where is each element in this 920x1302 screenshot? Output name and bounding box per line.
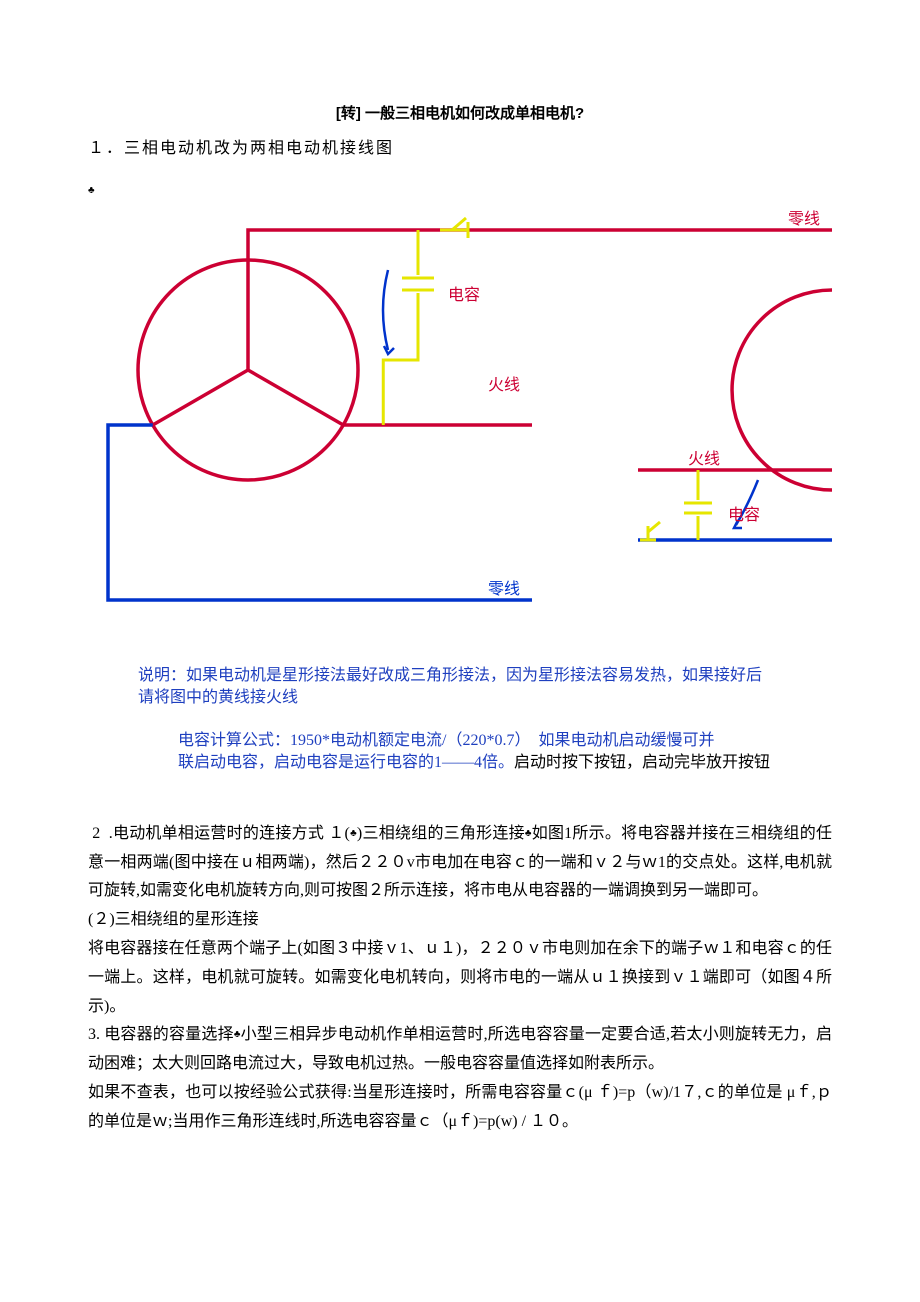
section-1-heading: １．三相电动机改为两相电动机接线图 — [88, 135, 832, 164]
svg-text:电容: 电容 — [448, 286, 480, 304]
p2a-end: )三相绕组的三角形连接 — [357, 825, 525, 842]
p3-head: 3. 电容器的容量选择 — [88, 1026, 234, 1043]
glyph-inline-2: ♣ — [525, 828, 532, 839]
svg-text:火线: 火线 — [688, 450, 720, 468]
paragraph-2b-head: (２)三相绕组的星形连接 — [88, 906, 832, 935]
paragraph-3: 3. 电容器的容量选择♣小型三相异步电动机作单相运营时,所选电容容量一定要合适,… — [88, 1021, 832, 1079]
svg-text:零线: 零线 — [488, 580, 520, 598]
wiring-diagram: 零线零线火线电容火线电容说明：如果电动机是星形接法最好改成三角形接法，因为星形接… — [88, 200, 832, 800]
paragraph-2b-body: 将电容器接在任意两个端子上(如图３中接ｖ1、ｕ１)，２２０ｖ市电则加在余下的端子… — [88, 935, 832, 1021]
glyph-marker: ♣ — [88, 182, 832, 200]
paragraph-2: 2 .电动机单相运营时的连接方式 １(♣)三相绕组的三角形连接♣如图1所示。将电… — [88, 820, 832, 906]
svg-text:电容计算公式：1950*电动机额定电流/（220*0.7）: 电容计算公式：1950*电动机额定电流/（220*0.7） 如果电动机启动缓慢可… — [178, 730, 714, 749]
svg-text:说明：如果电动机是星形接法最好改成三角形接法，因为星形接法容: 说明：如果电动机是星形接法最好改成三角形接法，因为星形接法容易发热，如果接好后 — [138, 666, 762, 684]
svg-text:电容: 电容 — [728, 506, 760, 524]
p2a: 2 .电动机单相运营时的连接方式 １( — [88, 825, 350, 842]
svg-text:火线: 火线 — [488, 376, 520, 394]
paragraph-4: 如果不查表，也可以按经验公式获得:当星形连接时，所需电容容量ｃ(μ ｆ)=p（w… — [88, 1079, 832, 1137]
svg-text:请将图中的黄线接火线: 请将图中的黄线接火线 — [138, 688, 298, 706]
svg-text:零线: 零线 — [788, 210, 820, 228]
page-title: [转] 一般三相电机如何改成单相电机? — [88, 100, 832, 127]
svg-text:联启动电容，启动电容是运行电容的1——4倍。启动时按下按钮，: 联启动电容，启动电容是运行电容的1——4倍。启动时按下按钮，启动完毕放开按钮 — [178, 753, 770, 771]
glyph-inline-3: ♣ — [234, 1029, 241, 1040]
glyph-inline-1: ♣ — [350, 828, 357, 839]
